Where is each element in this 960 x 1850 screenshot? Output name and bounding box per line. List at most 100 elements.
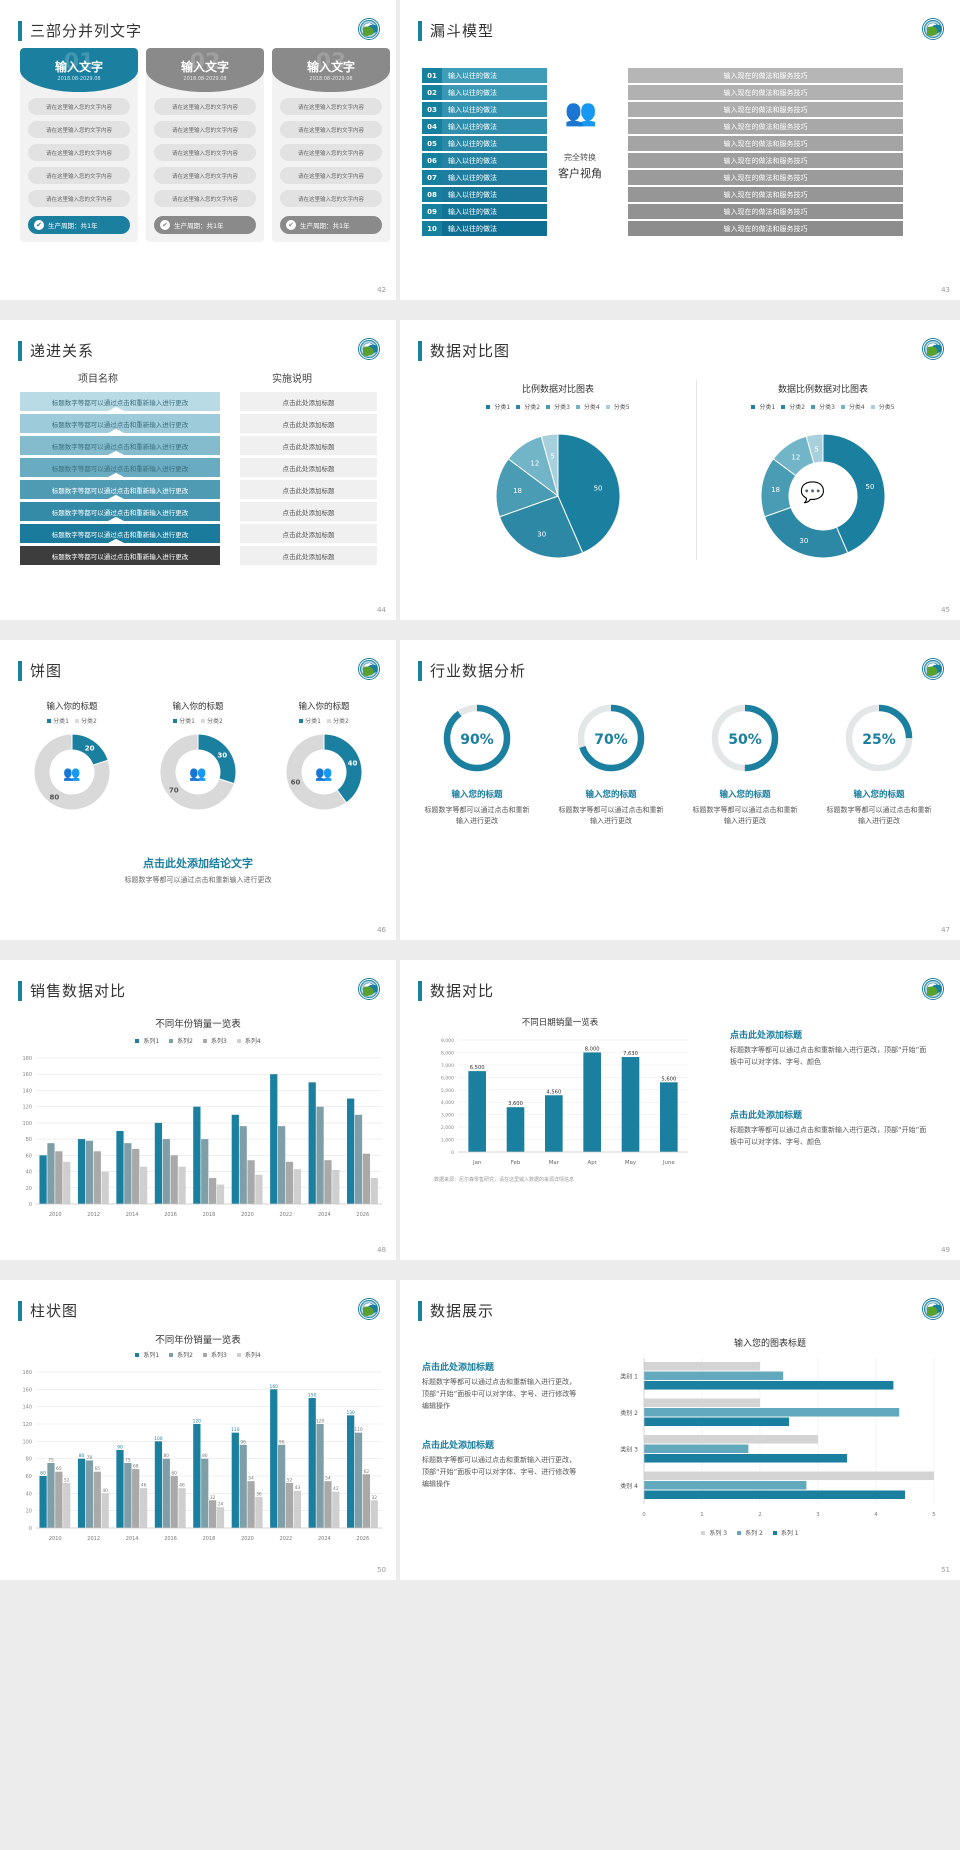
donut-block-2: 输入你的标题 分类1 分类2 30 70 👥 xyxy=(140,700,256,824)
pie-slice xyxy=(495,458,560,518)
brand-logo-icon xyxy=(358,1298,380,1320)
bar xyxy=(231,1114,239,1204)
x-axis-tick: 2018 xyxy=(203,1536,216,1542)
legend-swatch xyxy=(201,719,205,723)
slide-thumbnail-43[interactable]: 漏斗模型 01 输入以往的做法 02 输入以往的做法 03 输入以往的做法 04 输入以往的做… xyxy=(400,0,960,300)
bar-value-label: 6,500 xyxy=(470,1065,485,1071)
slide-thumbnail-48[interactable]: 销售数据对比 不同年份销量一览表 系列1 系列2 系列3 系列4 0 20 40 60 80 1… xyxy=(0,960,396,1260)
chart-title: 输入您的图表标题 xyxy=(733,1339,806,1349)
text-block-1: 点击此处添加标题 标题数字等都可以通过点击和重新输入进行更改，顶部“开始”面板中… xyxy=(422,1360,582,1413)
legend-swatch xyxy=(546,404,551,409)
legend-swatch xyxy=(203,1038,207,1043)
bar xyxy=(354,1114,363,1204)
bar xyxy=(93,1471,101,1528)
legend-swatch xyxy=(870,404,875,409)
funnel-row-label: 输入以往的做法 xyxy=(442,153,547,168)
legend-swatch xyxy=(516,404,521,409)
bar xyxy=(124,1463,132,1528)
legend-label: 分类1 xyxy=(179,718,195,725)
y-axis-tick: 20 xyxy=(26,1186,32,1192)
legend-item: 分类5 xyxy=(605,402,630,411)
x-axis-tick: 2010 xyxy=(49,1536,62,1542)
title-text: 递进关系 xyxy=(30,342,95,360)
slide-thumbnail-47[interactable]: 行业数据分析 90% 输入您的标题 标题数字等都可以通过点击和重新输入进行更改 … xyxy=(400,640,960,940)
bar xyxy=(247,1481,255,1528)
column-1[interactable]: 01 输入文字 2018.08-2029.08 请在这里输入您的文字内容 请在这… xyxy=(20,48,138,242)
progressive-note: 点击此处添加标题 xyxy=(240,546,377,565)
funnel-row-label: 输入以往的做法 xyxy=(442,204,547,219)
funnel-note-row: 输入现在的做法和服务技巧 xyxy=(628,204,903,219)
bar-value-label: 75 xyxy=(125,1458,131,1464)
bar-value-label: 32 xyxy=(210,1495,216,1501)
column-footer: ✔ 生产周期：共1年 xyxy=(280,216,382,234)
bar-value-label: 110 xyxy=(354,1427,363,1433)
bar xyxy=(278,1444,286,1528)
funnel-left-list: 01 输入以往的做法 02 输入以往的做法 03 输入以往的做法 04 输入以往的做法 05 输入… xyxy=(422,68,547,238)
bar xyxy=(255,1174,263,1204)
legend-item: 系列2 xyxy=(169,1036,193,1045)
bar xyxy=(63,1161,71,1204)
legend-label: 系列4 xyxy=(244,1352,261,1359)
slide-thumbnail-42[interactable]: 三部分并列文字 01 输入文字 2018.08-2029.08 请在这里输入您的… xyxy=(0,0,396,300)
bar xyxy=(324,1481,332,1528)
funnel-note-row: 输入现在的做法和服务技巧 xyxy=(628,68,903,83)
y-axis-tick: 100 xyxy=(22,1121,32,1127)
bar xyxy=(293,1490,302,1528)
legend-label: 分类2 xyxy=(207,718,223,725)
funnel-row-label: 输入以往的做法 xyxy=(442,102,547,117)
funnel-note-row: 输入现在的做法和服务技巧 xyxy=(628,221,903,236)
gauge-percent-label: 25% xyxy=(862,732,896,748)
slide-thumbnail-50[interactable]: 柱状图 不同年份销量一览表 系列1 系列2 系列3 系列4 0 20 40 60 80 100 1… xyxy=(0,1280,396,1580)
bar xyxy=(170,1476,178,1528)
legend-item: 系列2 xyxy=(169,1350,193,1359)
funnel-row-label: 输入以往的做法 xyxy=(442,187,547,202)
y-axis-tick: 2,000 xyxy=(441,1125,454,1131)
bar xyxy=(139,1166,148,1204)
bar xyxy=(178,1166,186,1204)
donut-chart: 30 70 👥 xyxy=(159,733,237,811)
legend-label: 系列4 xyxy=(244,1038,261,1045)
bar-value-label: 60 xyxy=(171,1471,177,1477)
y-axis-tick: 3,000 xyxy=(441,1113,454,1119)
donut-chart-title: 数据比例数据对比图表 xyxy=(777,385,868,395)
slide-thumbnail-51[interactable]: 数据展示 点击此处添加标题 标题数字等都可以通过点击和重新输入进行更改，顶部“开… xyxy=(400,1280,960,1580)
gauge-label: 输入您的标题 xyxy=(719,790,771,800)
legend-item: 分类4 xyxy=(840,402,865,411)
legend-item: 系列3 xyxy=(203,1036,227,1045)
donut-segment-label: 40 xyxy=(348,760,358,768)
y-axis-tick: 0 xyxy=(29,1202,32,1208)
column-2[interactable]: 02 输入文字 2018.08-2029.08 请在这里输入您的文字内容 请在这… xyxy=(146,48,264,242)
legend-swatch xyxy=(811,404,816,409)
bar xyxy=(332,1169,340,1204)
gauge-block-2: 70% 输入您的标题 标题数字等都可以通过点击和重新输入进行更改 xyxy=(556,698,666,827)
legend-swatch xyxy=(605,404,610,409)
legend-label: 分类5 xyxy=(613,404,630,411)
gauge-chart: 50% xyxy=(711,704,779,772)
funnel-note-row: 输入现在的做法和服务技巧 xyxy=(628,119,903,134)
legend-item: 系列4 xyxy=(236,1350,261,1359)
slide-thumbnail-44[interactable]: 递进关系 项目名称 实施说明 标题数字等都可以通过点击和重新输入进行更改 标题数字… xyxy=(0,320,396,620)
bar-value-label: 120 xyxy=(316,1419,325,1425)
column-ghost-number: 03 xyxy=(315,50,347,75)
legend-label: 分类4 xyxy=(583,404,600,411)
slide-thumbnail-46[interactable]: 饼图 输入你的标题 分类1 分类2 20 80 👥 输入你的标题 分类1 分类2 30 7… xyxy=(0,640,396,940)
legend-label: 分类3 xyxy=(554,404,570,411)
bar-value-label: 52 xyxy=(64,1477,70,1483)
bar xyxy=(77,1458,86,1528)
title-text: 数据对比图 xyxy=(430,342,511,360)
bar-value-label: 96 xyxy=(279,1439,285,1445)
legend-swatch xyxy=(781,404,786,409)
x-axis-tick: 2020 xyxy=(241,1212,254,1218)
column-heading: 输入文字 xyxy=(54,60,103,74)
page-title: 行业数据分析 xyxy=(418,660,526,681)
chart-title: 不同日期销量一览表 xyxy=(521,1018,599,1028)
column-3[interactable]: 03 输入文字 2018.08-2029.08 请在这里输入您的文字内容 请在这… xyxy=(272,48,390,242)
bar-value-label: 80 xyxy=(202,1453,208,1459)
gauge-label: 输入您的标题 xyxy=(585,790,637,800)
slide-thumbnail-49[interactable]: 数据对比 不同日期销量一览表 0 1,000 2,000 3,000 4,000 5,00… xyxy=(400,960,960,1260)
brand-logo-icon xyxy=(358,338,380,360)
legend-item: 分类5 xyxy=(870,402,895,411)
donut-segment-label: 30 xyxy=(217,751,227,759)
slide-thumbnail-45[interactable]: 数据对比图 比例数据对比图表 分类1 分类2 分类3 分类4 分类5 50 30 18 12 5… xyxy=(400,320,960,620)
y-axis-tick: 7,000 xyxy=(441,1063,454,1069)
